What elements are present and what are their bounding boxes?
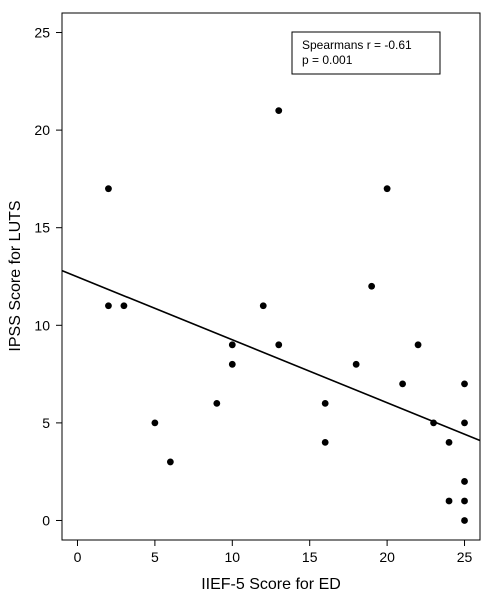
data-point-18: [430, 419, 437, 427]
data-point-6: [228, 341, 236, 349]
data-point-5: [213, 399, 221, 407]
data-point-11: [321, 399, 329, 407]
data-point-10: [275, 341, 283, 349]
y-tick-label-5: 5: [42, 415, 50, 431]
y-tick-label-25: 25: [34, 25, 50, 41]
stats-legend-box: Spearmans r = -0.61 p = 0.001: [291, 31, 441, 75]
x-tick-label-25: 25: [457, 549, 473, 565]
y-tick-label-20: 20: [34, 122, 50, 138]
plot-frame: [61, 12, 481, 541]
x-axis-title: IIEF-5 Score for ED: [201, 576, 341, 593]
x-tick-label-5: 5: [151, 549, 159, 565]
data-point-24: [461, 497, 468, 505]
y-tick-label-0: 0: [42, 512, 50, 528]
x-tick-label-10: 10: [225, 549, 241, 565]
y-axis-title: IPSS Score for LUTS: [7, 200, 24, 351]
data-point-12: [321, 439, 329, 446]
data-point-16: [399, 380, 406, 388]
spearman-r-text: Spearmans r = -0.61: [302, 38, 412, 52]
data-point-2: [120, 302, 128, 310]
data-point-14: [368, 282, 376, 290]
data-point-20: [445, 497, 453, 505]
data-point-9: [275, 107, 283, 114]
regression-line-group: [61, 269, 481, 442]
data-point-23: [461, 478, 468, 485]
data-point-22: [461, 419, 468, 427]
data-point-0: [105, 185, 112, 193]
data-point-1: [105, 302, 112, 310]
x-tick-label-0: 0: [74, 549, 82, 565]
data-point-7: [228, 360, 236, 368]
data-points: [105, 107, 468, 524]
data-point-25: [461, 517, 468, 524]
data-point-8: [259, 302, 267, 310]
y-tick-label-10: 10: [34, 317, 50, 333]
data-point-19: [445, 439, 453, 446]
y-tick-label-15: 15: [34, 220, 50, 236]
x-tick-label-15: 15: [302, 549, 318, 565]
stats-box-frame: [291, 31, 441, 75]
p-value-text: p = 0.001: [302, 53, 353, 67]
x-tick-label-20: 20: [379, 549, 395, 565]
data-point-21: [461, 380, 468, 388]
regression-line: [61, 269, 481, 442]
data-point-17: [414, 341, 422, 349]
axis-ticks: 0 5 10 15 20 25 0 5 10 15 20 25: [34, 25, 472, 565]
data-point-3: [151, 419, 159, 427]
data-point-13: [352, 360, 360, 368]
data-point-15: [383, 185, 391, 193]
data-point-4: [166, 458, 174, 466]
